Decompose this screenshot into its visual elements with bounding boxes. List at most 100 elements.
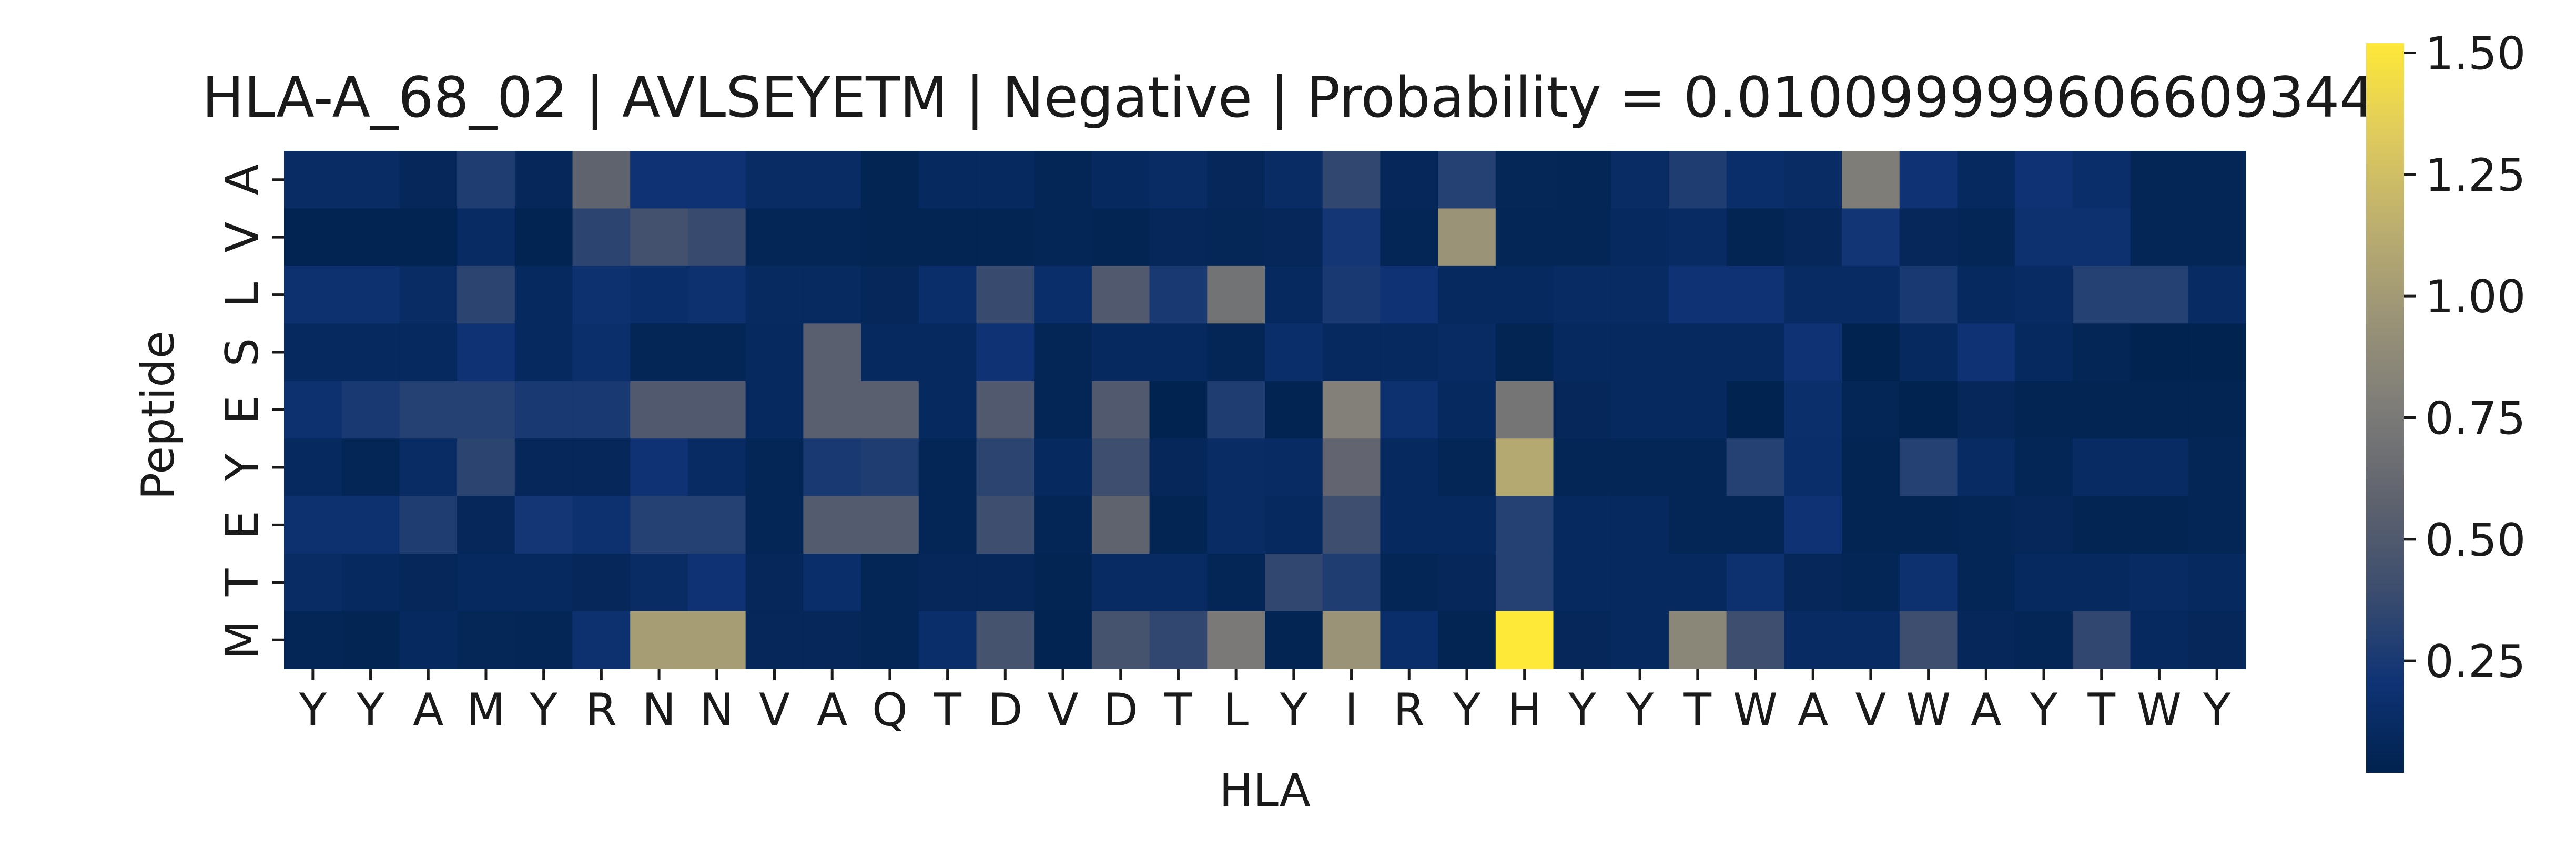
heatmap-cell-r3-c28 [1899, 323, 1958, 382]
heatmap-cell-r7-c5 [572, 554, 631, 612]
heatmap-cell-r8-c11 [918, 611, 977, 669]
y-tick-label: Y [216, 453, 269, 482]
heatmap-cell-r1-c24 [1668, 208, 1727, 267]
x-tick-label: V [759, 684, 790, 737]
heatmap-cell-r6-c11 [918, 496, 977, 554]
heatmap-cell-r0-c5 [572, 151, 631, 209]
heatmap-cell-r2-c23 [1611, 265, 1669, 324]
heatmap-cell-r3-c16 [1207, 323, 1265, 382]
heatmap-cell-r2-c2 [399, 265, 458, 324]
heatmap-cell-r2-c16 [1207, 265, 1265, 324]
y-tick-label: T [216, 568, 269, 597]
heatmap-cell-r7-c22 [1553, 554, 1611, 612]
heatmap-cell-r1-c4 [514, 208, 573, 267]
heatmap-cell-r0-c28 [1899, 151, 1958, 209]
heatmap-cell-r5-c4 [514, 438, 573, 497]
colorbar-tick-label: 1.50 [2425, 28, 2526, 80]
heatmap-cell-r1-c19 [1380, 208, 1438, 267]
heatmap-cell-r1-c20 [1438, 208, 1496, 267]
x-tick-label: A [817, 684, 848, 737]
heatmap-cell-r8-c0 [284, 611, 342, 669]
heatmap-cell-r2-c19 [1380, 265, 1438, 324]
heatmap-cell-r7-c11 [918, 554, 977, 612]
heatmap-cell-r1-c7 [687, 208, 746, 267]
x-tick-label: Y [299, 684, 327, 737]
heatmap-cell-r3-c21 [1495, 323, 1554, 382]
heatmap-cell-r3-c5 [572, 323, 631, 382]
heatmap-cell-r1-c15 [1149, 208, 1208, 267]
heatmap-cell-r6-c15 [1149, 496, 1208, 554]
colorbar-tick-label: 0.25 [2425, 636, 2526, 688]
heatmap-cell-r5-c7 [687, 438, 746, 497]
heatmap-cell-r0-c30 [2015, 151, 2073, 209]
heatmap-cell-r2-c21 [1495, 265, 1554, 324]
x-tick-label: A [1798, 684, 1829, 737]
heatmap-cell-r6-c13 [1034, 496, 1092, 554]
heatmap-cell-r5-c2 [399, 438, 458, 497]
heatmap-cell-r5-c3 [457, 438, 515, 497]
heatmap-cell-r7-c18 [1322, 554, 1381, 612]
heatmap-cell-r5-c22 [1553, 438, 1611, 497]
y-tick-label: M [216, 620, 269, 659]
heatmap-cell-r6-c21 [1495, 496, 1554, 554]
heatmap-cell-r6-c6 [630, 496, 688, 554]
heatmap-cell-r4-c13 [1034, 381, 1092, 439]
x-tick-label: I [1345, 684, 1358, 737]
heatmap-cell-r5-c10 [861, 438, 919, 497]
heatmap-cell-r7-c19 [1380, 554, 1438, 612]
y-axis-label: Peptide [132, 331, 185, 499]
heatmap-cell-r1-c25 [1726, 208, 1784, 267]
x-axis-label: HLA [1219, 764, 1311, 817]
heatmap-cell-r8-c17 [1265, 611, 1323, 669]
x-tick-label: Y [2030, 684, 2058, 737]
heatmap-cell-r5-c11 [918, 438, 977, 497]
heatmap-cell-r6-c31 [2072, 496, 2131, 554]
heatmap-cell-r2-c12 [976, 265, 1035, 324]
x-tick-label: Y [1626, 684, 1654, 737]
heatmap-cell-r2-c13 [1034, 265, 1092, 324]
heatmap-cell-r3-c13 [1034, 323, 1092, 382]
heatmap-cell-r7-c12 [976, 554, 1035, 612]
heatmap-cell-r5-c28 [1899, 438, 1958, 497]
heatmap-cell-r6-c29 [1957, 496, 2015, 554]
heatmap-cell-r7-c9 [803, 554, 861, 612]
heatmap-cell-r7-c28 [1899, 554, 1958, 612]
heatmap-cell-r3-c33 [2188, 323, 2246, 382]
heatmap-cell-r8-c33 [2188, 611, 2246, 669]
colorbar-tick-label: 1.00 [2425, 271, 2526, 323]
heatmap-cell-r8-c7 [687, 611, 746, 669]
heatmap-cell-r8-c27 [1842, 611, 1900, 669]
heatmap-cell-r1-c28 [1899, 208, 1958, 267]
heatmap-cell-r4-c27 [1842, 381, 1900, 439]
heatmap-cell-r3-c25 [1726, 323, 1784, 382]
heatmap-cell-r8-c4 [514, 611, 573, 669]
heatmap-cell-r0-c13 [1034, 151, 1092, 209]
heatmap-cell-r3-c22 [1553, 323, 1611, 382]
heatmap-cell-r6-c23 [1611, 496, 1669, 554]
heatmap-cell-r2-c6 [630, 265, 688, 324]
heatmap-cell-r2-c9 [803, 265, 861, 324]
heatmap-cell-r0-c3 [457, 151, 515, 209]
heatmap-cell-r2-c22 [1553, 265, 1611, 324]
heatmap-cell-r3-c30 [2015, 323, 2073, 382]
x-tick-label: T [1164, 684, 1192, 737]
heatmap-cell-r7-c6 [630, 554, 688, 612]
heatmap-cell-r5-c25 [1726, 438, 1784, 497]
heatmap-cell-r0-c31 [2072, 151, 2131, 209]
heatmap-cell-r0-c1 [341, 151, 400, 209]
x-tick-label: Y [1453, 684, 1481, 737]
heatmap-cell-r2-c18 [1322, 265, 1381, 324]
x-tick-label: L [1223, 684, 1249, 737]
x-tick-label: V [1048, 684, 1079, 737]
heatmap-cell-r0-c26 [1784, 151, 1842, 209]
heatmap-cell-r3-c15 [1149, 323, 1208, 382]
x-tick-label: W [1733, 684, 1778, 737]
heatmap-cell-r7-c21 [1495, 554, 1554, 612]
heatmap-cell-r6-c14 [1091, 496, 1150, 554]
heatmap-cell-r1-c5 [572, 208, 631, 267]
heatmap-cell-r4-c32 [2130, 381, 2188, 439]
heatmap-cell-r7-c8 [745, 554, 804, 612]
heatmap-cell-r7-c29 [1957, 554, 2015, 612]
heatmap-cell-r8-c14 [1091, 611, 1150, 669]
